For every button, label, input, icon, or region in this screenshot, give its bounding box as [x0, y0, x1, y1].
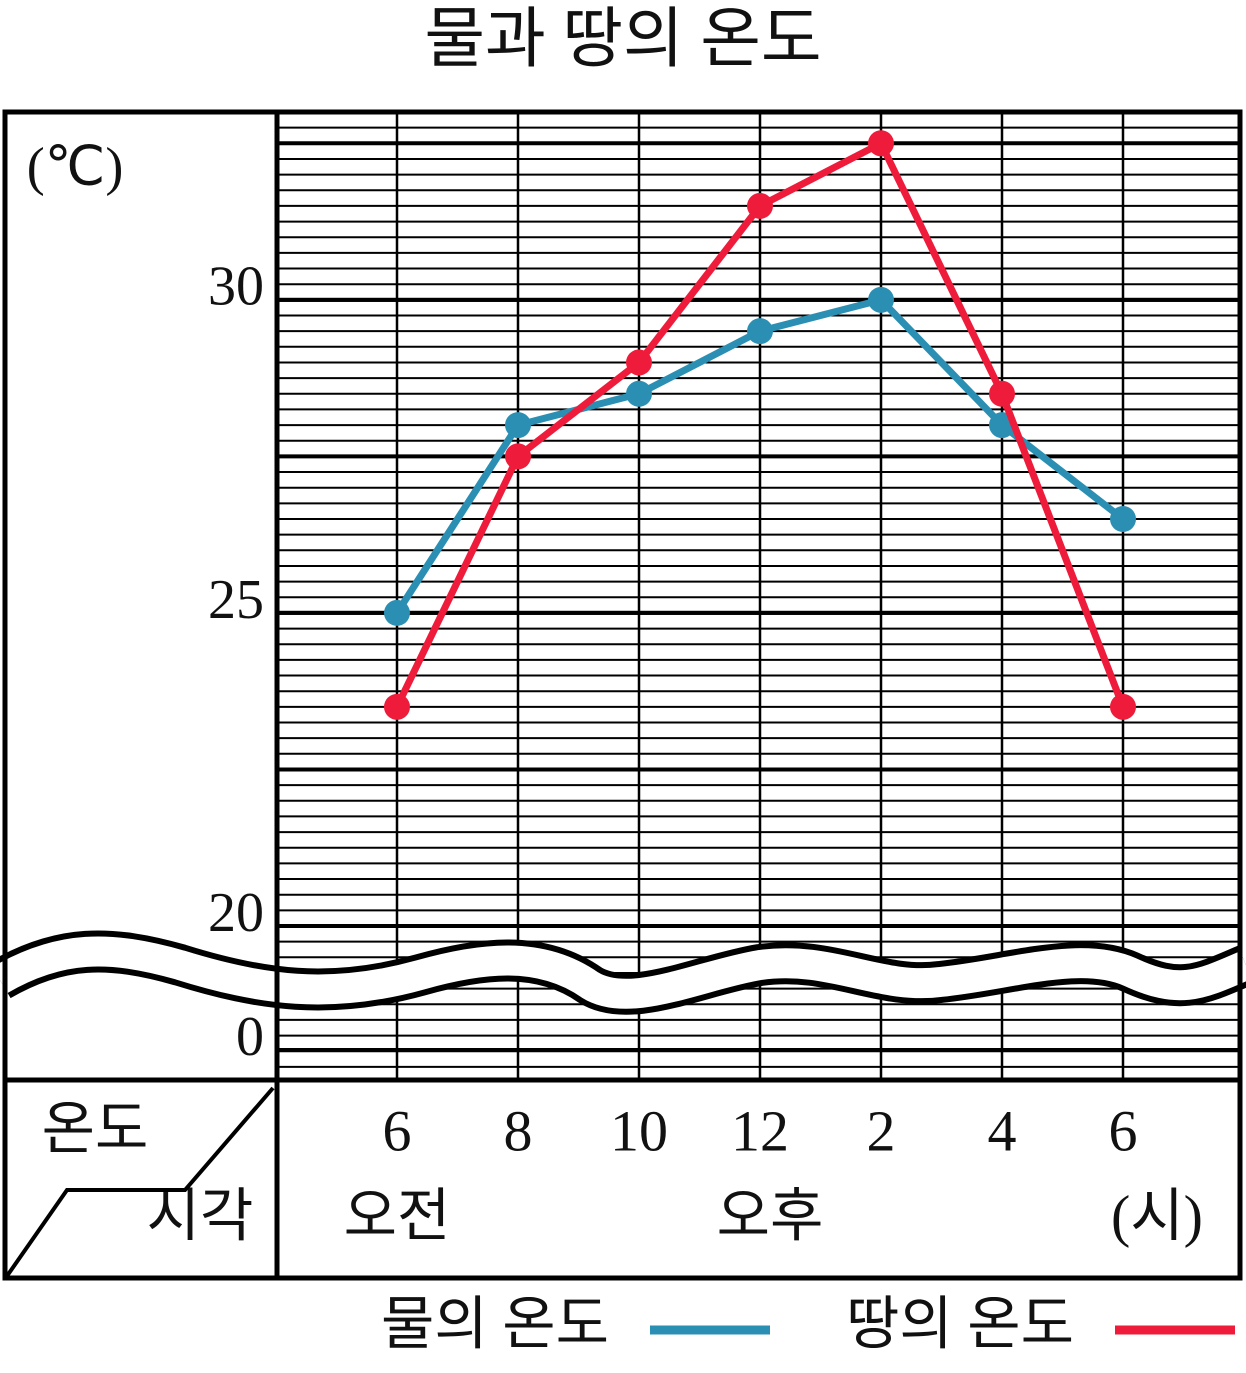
x-tick-label: 8	[504, 1098, 533, 1163]
frame	[2, 109, 1243, 1281]
data-point	[384, 693, 410, 720]
data-point	[989, 380, 1015, 407]
data-point	[747, 318, 773, 345]
x-tick-label: 2	[867, 1098, 896, 1163]
data-point	[626, 349, 652, 376]
x-tick-label: 12	[731, 1098, 789, 1163]
data-point	[1110, 506, 1136, 532]
period-label: 오전	[344, 1183, 451, 1248]
data-point	[505, 443, 531, 470]
data-point	[868, 286, 894, 313]
y-tick-label: 25	[208, 569, 264, 631]
x-tick-label: 6	[383, 1098, 412, 1163]
chart-title: 물과 땅의 온도	[424, 3, 821, 76]
x-header: 시각	[147, 1183, 254, 1248]
data-point	[868, 130, 894, 157]
x-tick-label: 10	[610, 1098, 668, 1163]
data-point	[1110, 693, 1136, 720]
y-tick-label: 0	[236, 1006, 264, 1068]
y-unit: (℃)	[27, 136, 124, 196]
x-tick-label: 6	[1109, 1098, 1138, 1163]
data-point	[747, 192, 773, 219]
legend-label: 땅의 온도	[846, 1291, 1074, 1356]
y-tick-label: 20	[208, 882, 264, 944]
header-diagonal	[5, 1086, 275, 1278]
legend-label: 물의 온도	[381, 1291, 609, 1356]
x-unit: (시)	[1111, 1183, 1203, 1248]
axis-break	[0, 936, 1246, 1009]
x-tick-label: 4	[988, 1098, 1017, 1163]
y-header: 온도	[42, 1096, 149, 1161]
y-tick-label: 30	[208, 256, 264, 318]
period-label: 오후	[717, 1183, 824, 1248]
data-point	[384, 599, 410, 626]
data-point	[505, 412, 531, 439]
data-point	[626, 380, 652, 407]
